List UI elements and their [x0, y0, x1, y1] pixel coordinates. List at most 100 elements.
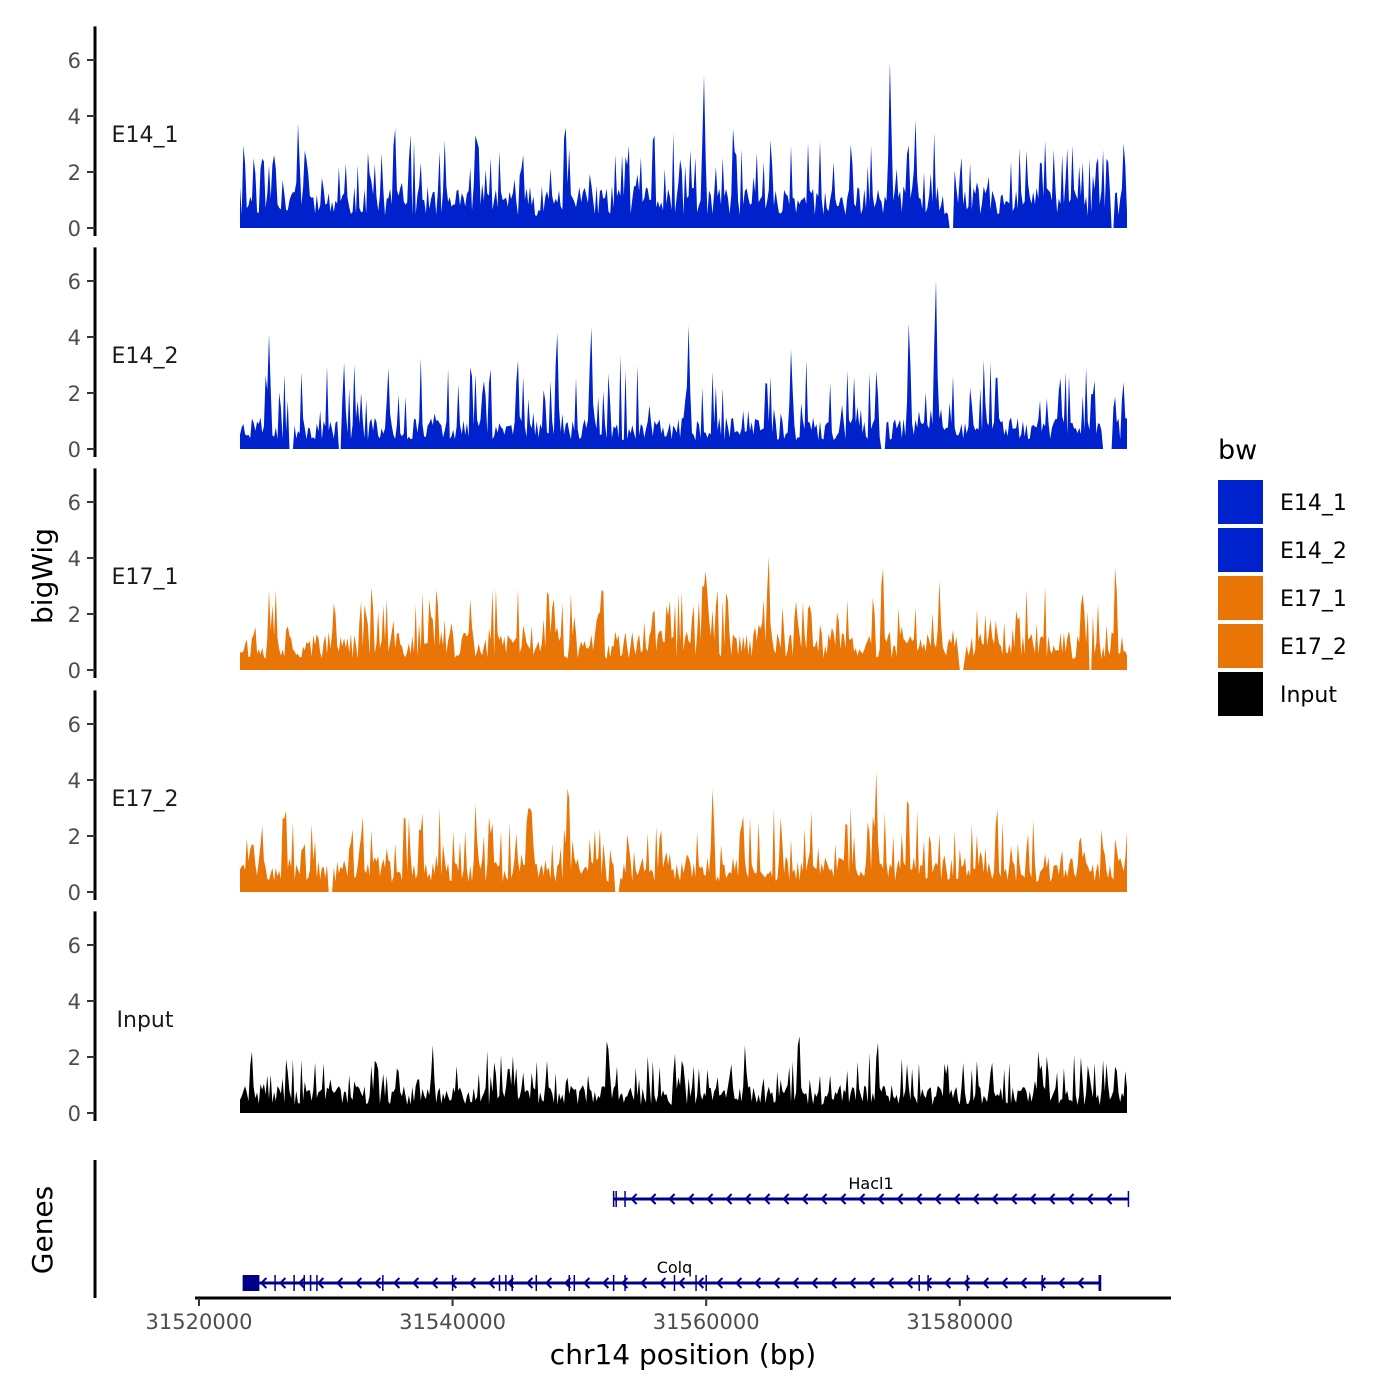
y-tick-label: 0 — [68, 1102, 81, 1126]
track-e14-1: 0 2 4 6 E14_1 — [68, 26, 1127, 241]
y-tick-label: 2 — [68, 1046, 81, 1070]
strand-arrow — [839, 1193, 847, 1205]
strand-arrow — [763, 1193, 771, 1205]
strand-arrow — [1076, 1277, 1085, 1289]
track-panels: 0 2 4 6 E14_1 0 2 4 6 E14_2 0 2 4 6 E17_1 0 2 4 6 E17_2 0 2 4 6… — [68, 26, 1127, 1126]
y-tick-label: 6 — [68, 270, 81, 294]
y-tick-label: 0 — [68, 217, 81, 241]
genes-panel: Hacl1 Colq — [93, 1160, 1130, 1298]
legend-swatch — [1218, 672, 1263, 716]
strand-arrow — [753, 1277, 762, 1289]
strand-arrow — [630, 1193, 638, 1205]
strand-arrow — [981, 1277, 990, 1289]
gene-hacl1: Hacl1 — [612, 1174, 1130, 1207]
y-tick-label: 6 — [68, 934, 81, 958]
strand-arrow — [1057, 1277, 1066, 1289]
strand-arrow — [1038, 1277, 1047, 1289]
strand-arrow — [877, 1193, 885, 1205]
strand-arrow — [373, 1277, 382, 1289]
strand-arrow — [696, 1277, 705, 1289]
track-label: E17_1 — [112, 565, 179, 590]
strand-arrow — [791, 1277, 800, 1289]
strand-arrow — [487, 1277, 496, 1289]
legend-swatch — [1218, 528, 1263, 572]
gene-label: Hacl1 — [848, 1174, 893, 1193]
track-input: 0 2 4 6 Input — [68, 911, 1127, 1126]
strand-arrow — [468, 1277, 477, 1289]
strand-arrow — [725, 1193, 733, 1205]
track-e17-2: 0 2 4 6 E17_2 — [68, 690, 1127, 905]
y-tick-label: 0 — [68, 881, 81, 905]
y-tick-label: 4 — [68, 547, 81, 571]
strand-arrow — [677, 1277, 686, 1289]
strand-arrow — [943, 1277, 952, 1289]
strand-arrow — [829, 1277, 838, 1289]
y-tick-label: 4 — [68, 990, 81, 1014]
strand-arrow — [820, 1193, 828, 1205]
strand-arrow — [848, 1277, 857, 1289]
signal-area — [240, 280, 1127, 449]
strand-arrow — [1048, 1193, 1056, 1205]
strand-arrow — [449, 1277, 458, 1289]
track-label: E14_2 — [112, 344, 179, 369]
strand-arrow — [991, 1193, 999, 1205]
y-tick-label: 6 — [68, 713, 81, 737]
x-axis: 31520000 31540000 31560000 31580000 — [146, 1296, 1171, 1334]
legend-title: bw — [1218, 435, 1257, 466]
track-e14-2: 0 2 4 6 E14_2 — [68, 247, 1127, 462]
strand-arrow — [801, 1193, 809, 1205]
y-tick-label: 6 — [68, 49, 81, 73]
strand-arrow — [1019, 1277, 1028, 1289]
x-axis-title: chr14 position (bp) — [550, 1338, 816, 1371]
strand-arrow — [1105, 1193, 1113, 1205]
genes-axis-title: Genes — [26, 1186, 59, 1274]
strand-arrow — [1086, 1193, 1094, 1205]
strand-arrow — [392, 1277, 401, 1289]
y-tick-label: 2 — [68, 825, 81, 849]
signal-area — [240, 771, 1127, 892]
strand-arrow — [430, 1277, 439, 1289]
signal-area — [240, 1036, 1127, 1113]
strand-arrow — [649, 1193, 657, 1205]
legend-swatch — [1218, 624, 1263, 668]
strand-arrow — [715, 1277, 724, 1289]
x-tick-label: 31560000 — [653, 1310, 760, 1334]
strand-arrow — [1029, 1193, 1037, 1205]
strand-arrow — [782, 1193, 790, 1205]
strand-arrow — [639, 1277, 648, 1289]
strand-arrow — [658, 1277, 667, 1289]
strand-arrow — [867, 1277, 876, 1289]
track-label: Input — [117, 1008, 174, 1033]
signal-area — [240, 556, 1127, 670]
strand-arrow — [544, 1277, 553, 1289]
strand-arrow — [668, 1193, 676, 1205]
strand-arrow — [278, 1277, 287, 1289]
signal-area — [240, 62, 1127, 228]
track-label: E17_2 — [112, 787, 179, 812]
y-tick-label: 4 — [68, 326, 81, 350]
track-label: E14_1 — [112, 123, 179, 148]
strand-arrow — [772, 1277, 781, 1289]
legend-label: E17_1 — [1280, 587, 1347, 612]
strand-arrow — [525, 1277, 534, 1289]
gene-colq: Colq — [242, 1258, 1102, 1291]
strand-arrow — [1010, 1193, 1018, 1205]
strand-arrow — [810, 1277, 819, 1289]
strand-arrow — [687, 1193, 695, 1205]
x-tick-label: 31540000 — [399, 1310, 506, 1334]
strand-arrow — [411, 1277, 420, 1289]
strand-arrow — [297, 1277, 306, 1289]
strand-arrow — [734, 1277, 743, 1289]
strand-arrow — [858, 1193, 866, 1205]
y-tick-label: 2 — [68, 161, 81, 185]
utr-block — [243, 1275, 260, 1291]
strand-arrow — [706, 1193, 714, 1205]
y-tick-label: 6 — [68, 491, 81, 515]
gene-label: Colq — [657, 1258, 693, 1277]
y-tick-label: 4 — [68, 769, 81, 793]
y-tick-label: 2 — [68, 603, 81, 627]
legend-label: Input — [1280, 683, 1337, 708]
strand-arrow — [582, 1277, 591, 1289]
strand-arrow — [259, 1277, 268, 1289]
